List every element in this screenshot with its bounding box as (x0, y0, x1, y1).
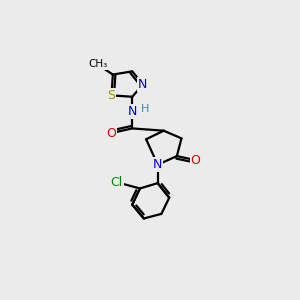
Text: N: N (138, 78, 148, 91)
Text: O: O (190, 154, 200, 166)
Text: H: H (141, 104, 149, 114)
Text: O: O (106, 127, 116, 140)
Text: N: N (153, 158, 162, 171)
Text: N: N (128, 105, 137, 118)
Text: S: S (107, 89, 116, 102)
Text: Cl: Cl (111, 176, 123, 189)
Text: CH₃: CH₃ (88, 59, 107, 69)
